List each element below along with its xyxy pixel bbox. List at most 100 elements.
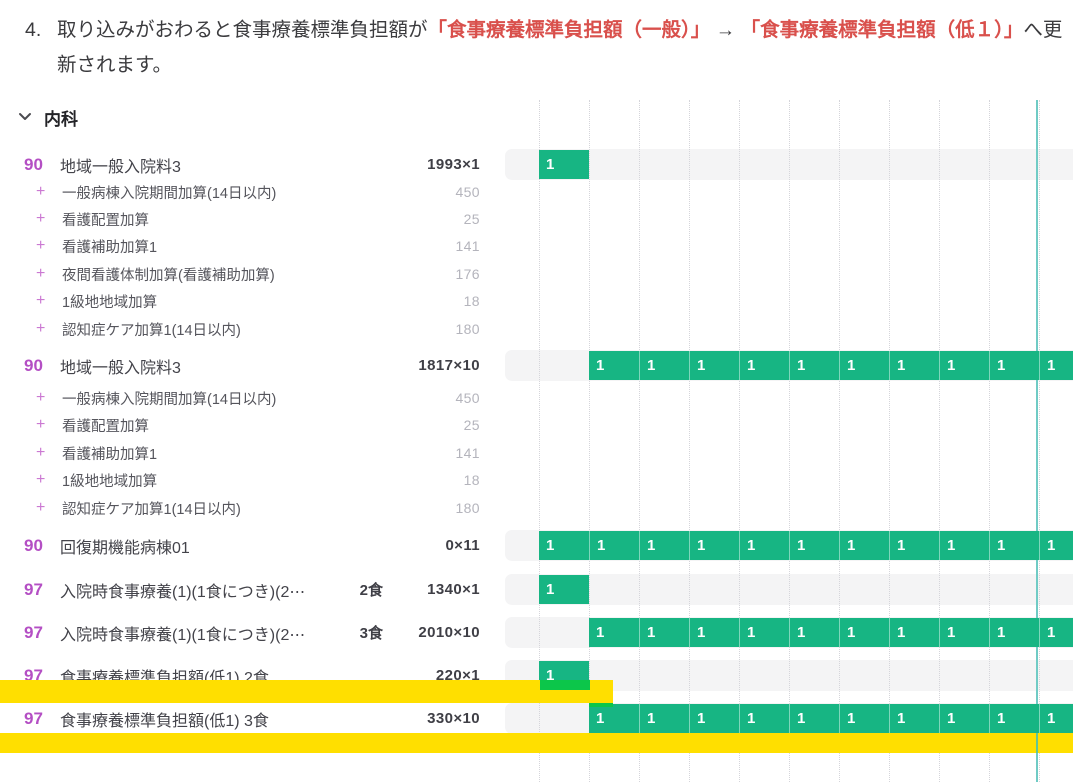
quantity-cell[interactable]: 1 [1039, 531, 1073, 560]
quantity-cell[interactable]: 1 [989, 531, 1039, 560]
instruction-segment: へ更新されます。 [57, 19, 1063, 76]
row-label: 地域一般入院料3 [60, 359, 181, 377]
row-points: 176 [455, 266, 480, 282]
quantity-cell[interactable]: 1 [739, 618, 789, 647]
day-column-gridline [839, 100, 840, 782]
plus-icon[interactable]: + [36, 444, 46, 461]
quantity-cell[interactable]: 1 [939, 351, 989, 380]
step-number: 4. [25, 19, 42, 41]
row-label: 食事療養標準負担額(低1) 3食 [60, 712, 269, 730]
row-label: 看護配置加算 [62, 418, 149, 435]
quantity-cell[interactable]: 1 [889, 704, 939, 733]
instruction-segment: 取り込みがおわると食事療養標準負担額が [57, 19, 428, 41]
section-toggle[interactable]: 内科 [18, 103, 78, 131]
quantity-cell[interactable]: 1 [939, 531, 989, 560]
plus-icon[interactable]: + [36, 471, 46, 488]
quantity-cell[interactable]: 1 [639, 618, 689, 647]
quantity-cell[interactable]: 1 [539, 575, 589, 604]
row-code: 97 [24, 708, 43, 728]
row-meal-count: 3食 [359, 625, 383, 642]
procedure-row[interactable]: 97 食事療養標準負担額(低1) 3食 330×10 [0, 704, 480, 733]
quantity-cell[interactable]: 1 [889, 618, 939, 647]
quantity-cell[interactable]: 1 [539, 150, 589, 179]
plus-icon[interactable]: + [36, 389, 46, 406]
quantity-cell[interactable]: 1 [839, 351, 889, 380]
quantity-cell[interactable]: 1 [989, 618, 1039, 647]
quantity-cell[interactable]: 1 [739, 704, 789, 733]
plus-icon[interactable]: + [36, 183, 46, 200]
row-points: 2010×10 [418, 624, 480, 641]
row-label: 一般病棟入院期間加算(14日以内) [62, 391, 277, 408]
day-column-gridline [739, 100, 740, 782]
row-label: 看護補助加算1 [62, 239, 158, 256]
quantity-cell[interactable]: 1 [889, 351, 939, 380]
day-column-gridline [989, 100, 990, 782]
procedure-row[interactable]: 97 入院時食事療養(1)(1食につき)(2⋯ 3食 2010×10 [0, 618, 480, 647]
quantity-cell[interactable]: 1 [639, 704, 689, 733]
row-label: 回復期機能病棟01 [60, 539, 190, 557]
quantity-cell[interactable]: 1 [639, 351, 689, 380]
quantity-cell[interactable]: 1 [589, 704, 639, 733]
highlight-marker [0, 733, 1073, 753]
quantity-cell[interactable]: 1 [589, 618, 639, 647]
quantity-cell[interactable]: 1 [789, 351, 839, 380]
plus-icon[interactable]: + [36, 265, 46, 282]
row-points: 141 [455, 445, 480, 461]
quantity-cell[interactable]: 1 [789, 704, 839, 733]
quantity-cell[interactable]: 1 [689, 531, 739, 560]
row-points: 18 [463, 293, 480, 309]
quantity-cell[interactable]: 1 [939, 618, 989, 647]
quantity-cell[interactable]: 1 [689, 618, 739, 647]
quantity-cell[interactable]: 1 [889, 531, 939, 560]
quantity-cell[interactable]: 1 [1039, 351, 1073, 380]
plus-icon[interactable]: + [36, 320, 46, 337]
quantity-cell[interactable]: 1 [989, 704, 1039, 733]
row-label: 認知症ケア加算1(14日以内) [62, 501, 241, 518]
procedure-row[interactable]: 90 地域一般入院料3 1817×10 [0, 351, 480, 380]
chevron-down-icon [18, 108, 32, 126]
procedure-row[interactable]: 90 回復期機能病棟01 0×11 [0, 531, 480, 560]
row-label: 地域一般入院料3 [60, 158, 181, 176]
quantity-cell[interactable]: 1 [1039, 704, 1073, 733]
quantity-cell[interactable]: 1 [1039, 618, 1073, 647]
instruction-step: 4. 取り込みがおわると食事療養標準負担額が「食事療養標準負担額（一般）」 → … [25, 13, 1067, 83]
addon-row: + 一般病棟入院期間加算(14日以内) 450 [0, 179, 480, 205]
quantity-cell[interactable]: 1 [989, 351, 1039, 380]
quantity-cell[interactable]: 1 [589, 351, 639, 380]
plus-icon[interactable]: + [36, 499, 46, 516]
row-code: 97 [24, 579, 43, 599]
quantity-cell[interactable]: 1 [689, 704, 739, 733]
plus-icon[interactable]: + [36, 292, 46, 309]
plus-icon[interactable]: + [36, 416, 46, 433]
quantity-cell[interactable]: 1 [789, 531, 839, 560]
row-label: 入院時食事療養(1)(1食につき)(2⋯ [60, 626, 306, 644]
row-label: 看護配置加算 [62, 212, 149, 229]
addon-row: + 看護補助加算1 141 [0, 233, 480, 259]
instruction-text: 取り込みがおわると食事療養標準負担額が「食事療養標準負担額（一般）」 → 「食事… [57, 13, 1067, 83]
addon-row: + 一般病棟入院期間加算(14日以内) 450 [0, 385, 480, 411]
procedure-row[interactable]: 90 地域一般入院料3 1993×1 [0, 150, 480, 179]
plus-icon[interactable]: + [36, 210, 46, 227]
quantity-cell[interactable]: 1 [539, 531, 589, 560]
addon-row: + 看護補助加算1 141 [0, 440, 480, 466]
quantity-cell[interactable]: 1 [639, 531, 689, 560]
quantity-cell[interactable]: 1 [739, 351, 789, 380]
instruction-segment-emphasis: 「食事療養標準負担額（一般）」 [427, 19, 711, 41]
quantity-cell[interactable]: 1 [839, 704, 889, 733]
quantity-cell[interactable]: 1 [839, 531, 889, 560]
quantity-cell[interactable]: 1 [789, 618, 839, 647]
quantity-cell[interactable]: 1 [839, 618, 889, 647]
row-label: 看護補助加算1 [62, 446, 158, 463]
quantity-cell[interactable]: 1 [589, 531, 639, 560]
plus-icon[interactable]: + [36, 237, 46, 254]
row-label: 1級地地域加算 [62, 294, 158, 311]
quantity-cell[interactable]: 1 [939, 704, 989, 733]
day-column-gridline [1039, 100, 1040, 782]
instruction-segment-emphasis: 「食事療養標準負担額（低１）」 [740, 19, 1024, 41]
procedure-row[interactable]: 97 入院時食事療養(1)(1食につき)(2⋯ 2食 1340×1 [0, 575, 480, 604]
row-code: 97 [24, 622, 43, 642]
row-points: 450 [455, 184, 480, 200]
quantity-cell[interactable]: 1 [689, 351, 739, 380]
quantity-cell[interactable]: 1 [739, 531, 789, 560]
